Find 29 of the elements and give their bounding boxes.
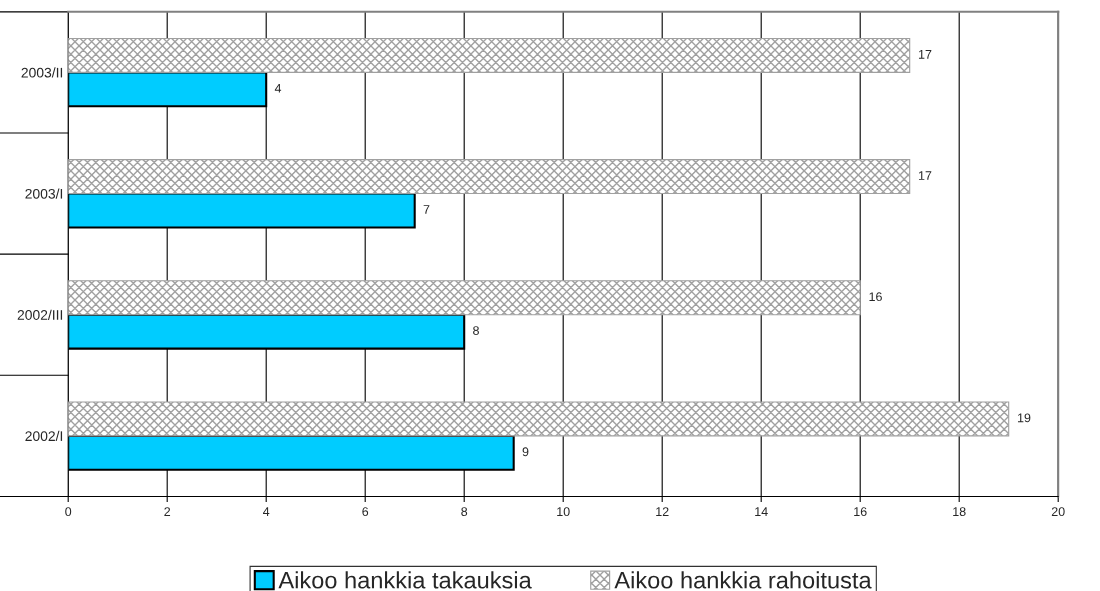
x-tick-label: 2 [164, 507, 171, 516]
legend-label: Aikoo hankkia rahoitusta [614, 571, 872, 589]
y-tick-label: 2002/III [17, 309, 63, 320]
y-tick-label: 2003/II [21, 67, 63, 78]
bar [68, 401, 1010, 437]
x-tick-label: 18 [953, 507, 966, 517]
bar [68, 37, 911, 73]
x-tick-label: 14 [755, 507, 768, 516]
data-label: 17 [918, 50, 932, 59]
x-tick-label: 16 [854, 507, 867, 517]
x-tick-label: 8 [461, 507, 468, 517]
y-tick-label: 2002/I [25, 430, 63, 442]
data-label: 8 [473, 326, 479, 336]
x-tick-label: 6 [362, 507, 369, 517]
data-label: 4 [274, 83, 282, 93]
x-tick-label: 10 [557, 507, 570, 517]
x-tick-label: 12 [656, 507, 669, 516]
x-tick-label: 4 [263, 507, 270, 516]
y-tick-label: 2003/I [25, 188, 63, 199]
data-label: 19 [1017, 413, 1031, 423]
data-label: 16 [869, 292, 882, 302]
data-label: 17 [918, 171, 932, 180]
x-tick-label: 20 [1051, 507, 1065, 517]
legend-label: Aikoo hankkia takauksia [278, 571, 532, 589]
data-label: 9 [522, 447, 529, 457]
bar [68, 159, 911, 195]
data-label: 7 [423, 205, 430, 214]
x-tick-label: 0 [65, 507, 72, 517]
bar [68, 280, 861, 316]
